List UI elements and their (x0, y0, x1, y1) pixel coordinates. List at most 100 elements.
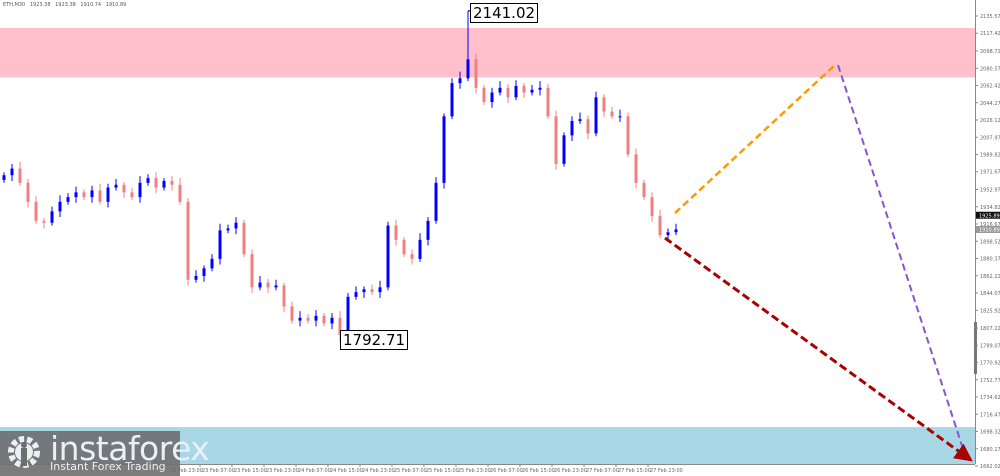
candle-body (458, 78, 462, 84)
candle (274, 279, 278, 291)
y-tick-label: 2026.12 (980, 118, 1000, 124)
y-tick-label: 2117.42 (980, 31, 1000, 37)
x-tick-label: 22 Feb 23:00 (170, 468, 203, 474)
candle (90, 185, 94, 203)
candle (266, 278, 270, 294)
candle-body (434, 182, 438, 221)
candle-body (530, 89, 534, 93)
candle (138, 176, 142, 203)
candle (618, 109, 622, 123)
logo-tagline: Instant Forex Trading (50, 460, 166, 473)
candle-body (538, 87, 542, 90)
current-price-label: 1910.89 (979, 228, 1000, 234)
candle-body (218, 230, 222, 259)
candle-body (370, 289, 374, 293)
candle (218, 223, 222, 265)
candle (250, 249, 254, 294)
ask-price-marker (976, 226, 1000, 234)
candle (106, 183, 110, 208)
candle-body (186, 201, 190, 280)
candle (514, 80, 518, 101)
candle (450, 78, 454, 120)
candle-body (258, 282, 262, 288)
candle-body (402, 239, 406, 255)
x-tick-label: 24 Feb 23:00 (362, 468, 395, 474)
candle-body (626, 116, 630, 155)
candle-body (330, 317, 334, 324)
candle (114, 179, 118, 191)
candle (210, 254, 214, 272)
x-tick-label: 26 Feb 23:00 (554, 468, 587, 474)
y-tick-label: 1844.07 (980, 291, 1000, 297)
candle-body (106, 187, 110, 202)
candle (10, 163, 14, 181)
candle-body (426, 220, 430, 240)
candle (154, 172, 158, 194)
y-tick-label: 1934.82 (980, 205, 1000, 211)
x-tick-label: 27 Feb 07:00 (586, 468, 619, 474)
candle (306, 313, 310, 324)
candle (578, 112, 582, 124)
candle-body (322, 315, 326, 324)
candle-body (586, 119, 590, 134)
candle (2, 172, 6, 183)
candle (242, 219, 246, 257)
candle (586, 115, 590, 140)
candle (370, 284, 374, 295)
y-tick-label: 2044.27 (980, 101, 1000, 107)
candle-body (282, 285, 286, 307)
candle-body (378, 287, 382, 293)
x-tick-label: 24 Feb 07:00 (298, 468, 331, 474)
candle-body (482, 87, 486, 103)
candle-body (290, 306, 294, 321)
candle-body (346, 296, 350, 335)
candle-body (594, 97, 598, 134)
candle (146, 174, 150, 186)
candle-body (178, 184, 182, 202)
candle (82, 189, 86, 200)
candle (186, 198, 190, 286)
candle-body (578, 119, 582, 122)
instaforex-logo: instaforex Instant Forex Trading (0, 429, 210, 476)
candle (258, 275, 262, 291)
candle (474, 53, 478, 94)
candle (66, 193, 70, 205)
candle (314, 310, 318, 327)
x-tick-label: 24 Feb 15:00 (330, 468, 363, 474)
candle-body (42, 220, 46, 223)
y-tick-label: 1734.62 (980, 395, 1000, 401)
y-tick-label: 1971.67 (980, 170, 1000, 176)
x-tick-label: 25 Feb 15:00 (426, 468, 459, 474)
x-tick-label: 25 Feb 23:00 (458, 468, 491, 474)
chart-header: ETH,M30 1923.38 1923.38 1910.74 1910.89 (3, 2, 129, 8)
candle (562, 132, 566, 167)
candle (610, 106, 614, 120)
candle (626, 112, 630, 158)
candle (98, 183, 102, 205)
candle-body (442, 116, 446, 183)
candle (378, 280, 382, 298)
candle-body (202, 268, 206, 276)
candle (402, 237, 406, 257)
close-value: 1910.89 (105, 2, 127, 8)
candle-body (642, 182, 646, 198)
candle (426, 217, 430, 246)
candle (554, 110, 558, 170)
x-tick-label: 26 Feb 15:00 (522, 468, 555, 474)
candle-body (522, 85, 526, 93)
candle-body (122, 184, 126, 193)
candle (490, 87, 494, 108)
candle (530, 84, 534, 96)
candle (330, 313, 334, 330)
y-tick-label: 1989.82 (980, 153, 1000, 159)
y-tick-label: 2098.72 (980, 49, 1000, 55)
candle-body (234, 222, 238, 229)
candle-body (274, 285, 278, 288)
candle (418, 233, 422, 262)
x-tick-label: 23 Feb 23:00 (266, 468, 299, 474)
bid-price-marker (976, 211, 1000, 219)
candle (394, 219, 398, 246)
candle (594, 91, 598, 137)
candle (50, 206, 54, 226)
